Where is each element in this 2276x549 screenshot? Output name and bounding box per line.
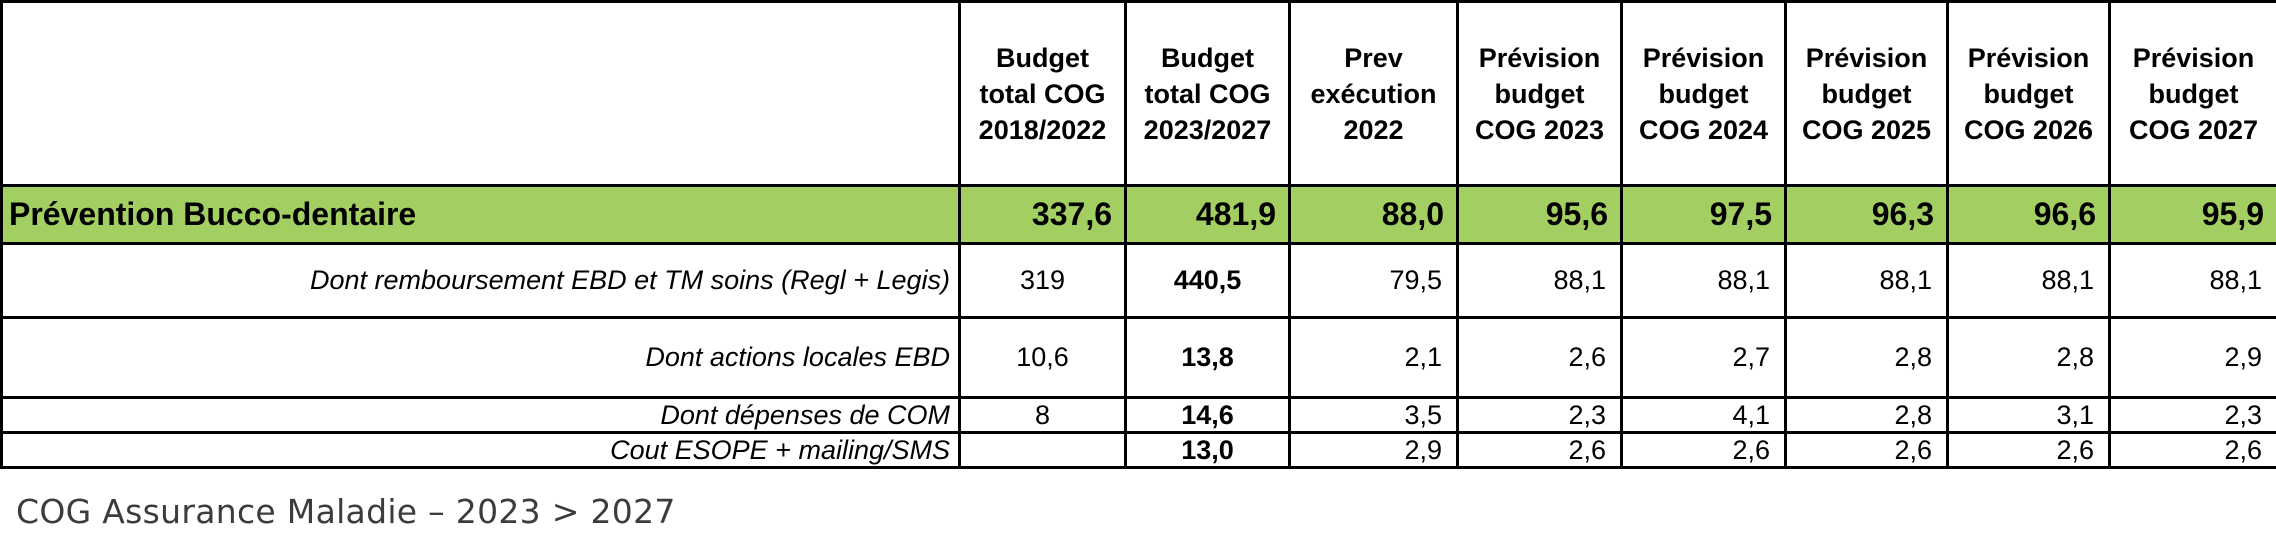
table-cell: 2,6 [1620,431,1787,469]
footer-caption: COG Assurance Maladie – 2023 > 2027 [16,492,676,531]
table-cell: 88,1 [1784,242,1949,319]
table-cell: 8 [958,396,1127,434]
total-cell: 97,5 [1620,184,1787,245]
budget-table: Budget total COG 2018/2022 Budget total … [0,0,2276,469]
total-cell: 337,6 [958,184,1127,245]
header-prevision-2024: Prévision budget COG 2024 [1620,0,1787,187]
table-cell: 2,7 [1620,316,1787,399]
table-row: Dont dépenses de COM 8 14,6 3,5 2,3 4,1 … [0,396,2276,434]
table-row: Dont remboursement EBD et TM soins (Regl… [0,242,2276,319]
table-cell: 3,5 [1288,396,1459,434]
header-budget-total-2023-2027: Budget total COG 2023/2027 [1124,0,1291,187]
table-cell: 2,6 [1456,431,1623,469]
row-label: Dont actions locales EBD [0,316,961,399]
table-cell: 14,6 [1124,396,1291,434]
table-cell: 2,3 [2108,396,2276,434]
total-cell: 88,0 [1288,184,1459,245]
header-prevision-2023: Prévision budget COG 2023 [1456,0,1623,187]
total-cell: 95,9 [2108,184,2276,245]
table-cell: 2,6 [1946,431,2111,469]
header-row: Budget total COG 2018/2022 Budget total … [0,0,2276,187]
header-budget-total-2018-2022: Budget total COG 2018/2022 [958,0,1127,187]
table-cell: 88,1 [1620,242,1787,319]
total-row-label: Prévention Bucco-dentaire [0,184,961,245]
table-row: Dont actions locales EBD 10,6 13,8 2,1 2… [0,316,2276,399]
table-cell: 79,5 [1288,242,1459,319]
table-cell: 2,3 [1456,396,1623,434]
table-cell [958,431,1127,469]
table-cell: 2,8 [1784,316,1949,399]
table-cell: 2,6 [1784,431,1949,469]
row-label: Dont remboursement EBD et TM soins (Regl… [0,242,961,319]
table-cell: 319 [958,242,1127,319]
table-cell: 88,1 [2108,242,2276,319]
total-row: Prévention Bucco-dentaire 337,6 481,9 88… [0,184,2276,245]
total-cell: 96,6 [1946,184,2111,245]
table-cell: 440,5 [1124,242,1291,319]
row-label: Dont dépenses de COM [0,396,961,434]
header-prevision-2025: Prévision budget COG 2025 [1784,0,1949,187]
table-cell: 2,8 [1784,396,1949,434]
total-cell: 96,3 [1784,184,1949,245]
table-cell: 2,8 [1946,316,2111,399]
table-cell: 2,9 [1288,431,1459,469]
header-prevision-2026: Prévision budget COG 2026 [1946,0,2111,187]
total-cell: 95,6 [1456,184,1623,245]
table-cell: 10,6 [958,316,1127,399]
table-cell: 2,6 [2108,431,2276,469]
table-cell: 13,0 [1124,431,1291,469]
table-cell: 2,6 [1456,316,1623,399]
row-label: Cout ESOPE + mailing/SMS [0,431,961,469]
table-cell: 3,1 [1946,396,2111,434]
table-row: Cout ESOPE + mailing/SMS 13,0 2,9 2,6 2,… [0,431,2276,469]
table-cell: 2,1 [1288,316,1459,399]
table-cell: 13,8 [1124,316,1291,399]
table-cell: 2,9 [2108,316,2276,399]
table-cell: 88,1 [1946,242,2111,319]
header-prev-execution-2022: Prev exécution 2022 [1288,0,1459,187]
table-cell: 4,1 [1620,396,1787,434]
total-cell: 481,9 [1124,184,1291,245]
header-prevision-2027: Prévision budget COG 2027 [2108,0,2276,187]
header-blank-cell [0,0,961,187]
table-cell: 88,1 [1456,242,1623,319]
